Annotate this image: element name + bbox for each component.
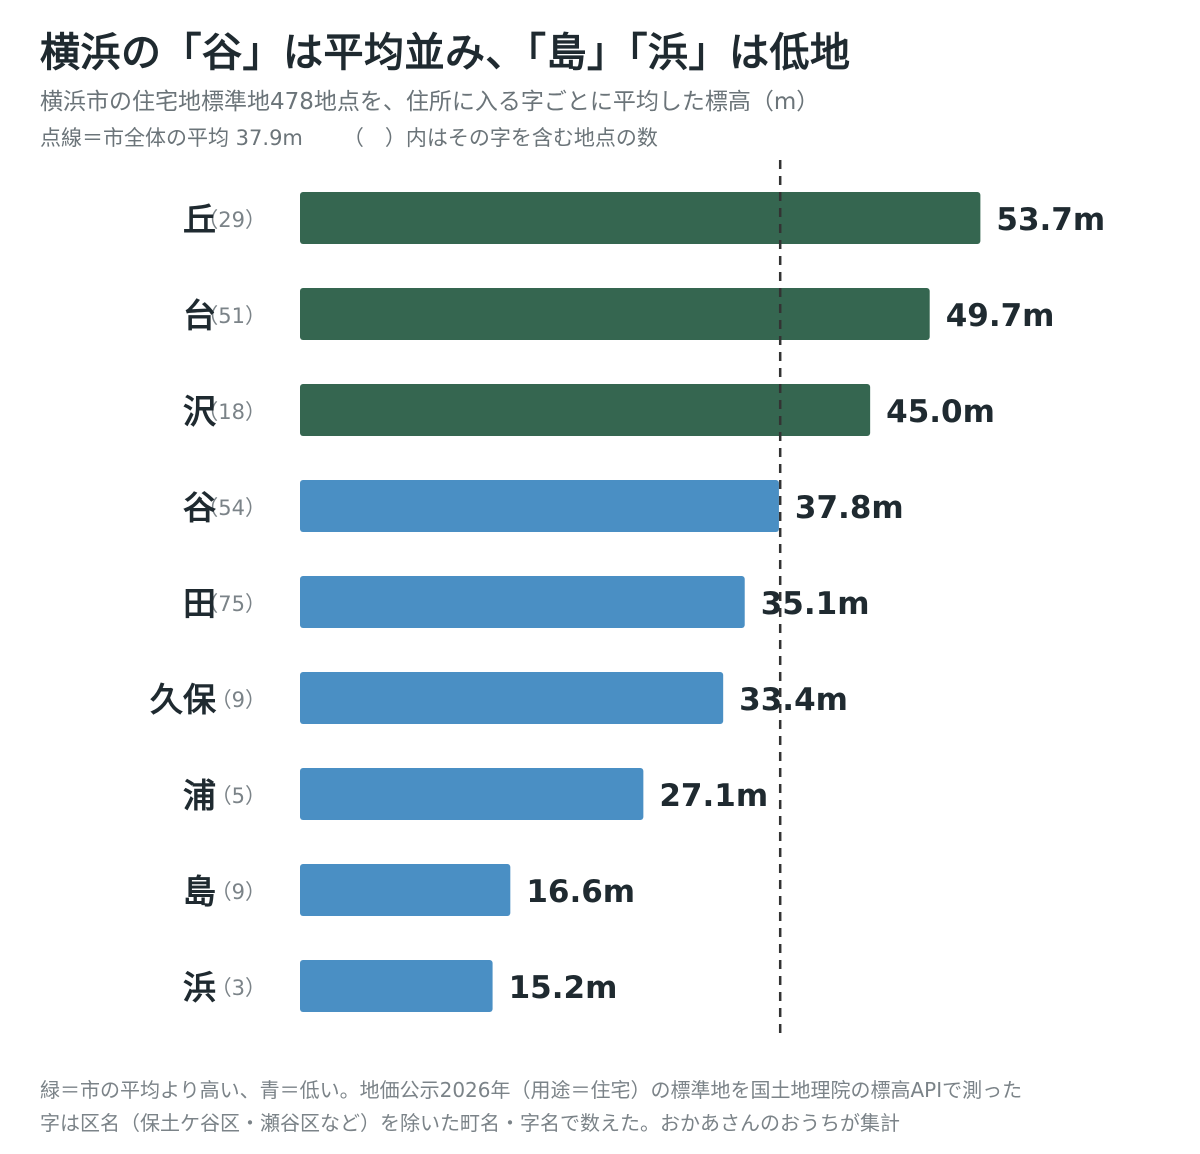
value-label: 33.4m	[739, 682, 848, 718]
bar-4	[300, 480, 779, 532]
value-label: 35.1m	[761, 586, 870, 622]
count-label: （3）	[211, 976, 266, 1000]
bar-3	[300, 384, 871, 436]
footnote: 緑＝市の平均より高い、青＝低い。地価公示2026年（用途＝住宅）の標準地を国土地…	[40, 1074, 1022, 1140]
count-label: （29）	[197, 208, 266, 232]
category-label: 谷	[183, 488, 216, 527]
bar-9	[300, 960, 493, 1012]
category-label: 台	[183, 296, 216, 335]
count-note: （ ）内はその字を含む地点の数	[342, 126, 658, 150]
count-label: （54）	[197, 496, 266, 520]
category-label: 久保	[150, 680, 217, 719]
bar-2	[300, 288, 930, 340]
bar-5	[300, 576, 745, 628]
value-label: 15.2m	[509, 970, 618, 1006]
value-label: 53.7m	[996, 202, 1105, 238]
category-label: 浜	[183, 968, 216, 1007]
footnote-line-1: 緑＝市の平均より高い、青＝低い。地価公示2026年（用途＝住宅）の標準地を国土地…	[40, 1078, 1023, 1102]
value-label: 49.7m	[946, 298, 1055, 334]
category-label: 田	[183, 584, 216, 623]
count-label: （9）	[211, 688, 266, 712]
value-label: 16.6m	[526, 874, 635, 910]
category-label: 島	[183, 872, 216, 911]
bar-7	[300, 768, 644, 820]
value-label: 37.8m	[795, 490, 904, 526]
bars-group	[300, 192, 981, 1012]
count-label: （5）	[211, 784, 266, 808]
count-label: （9）	[211, 880, 266, 904]
mean-line-note: 点線＝市全体の平均 37.9m	[40, 126, 303, 150]
bar-chart: （29）丘 53.7m （51）台 49.7m （18）沢 45.0m （54）谷 37.8m…	[150, 160, 1105, 1034]
value-label: 27.1m	[659, 778, 768, 814]
count-label: （75）	[197, 592, 266, 616]
count-label: （51）	[197, 304, 266, 328]
bar-6	[300, 672, 724, 724]
count-label: （18）	[197, 400, 266, 424]
chart-title: 横浜の「谷」は平均並み、「島」「浜」は低地	[40, 30, 851, 76]
chart-note: 点線＝市全体の平均 37.9m （ ）内はその字を含む地点の数	[40, 122, 658, 152]
footnote-line-2: 字は区名（保土ケ谷区・瀬谷区など）を除いた町名・字名で数えた。おかあさんのおうち…	[40, 1111, 900, 1135]
category-label: 浦	[183, 776, 216, 815]
chart-subtitle: 横浜市の住宅地標準地478地点を、住所に入る字ごとに平均した標高（m）	[40, 89, 820, 115]
value-label: 45.0m	[886, 394, 995, 430]
category-label: 沢	[183, 392, 217, 431]
bar-8	[300, 864, 511, 916]
labels-group: （29）丘 53.7m （51）台 49.7m （18）沢 45.0m （54）谷 37.8m…	[150, 200, 1105, 1007]
bar-1	[300, 192, 981, 244]
category-label: 丘	[183, 200, 216, 239]
